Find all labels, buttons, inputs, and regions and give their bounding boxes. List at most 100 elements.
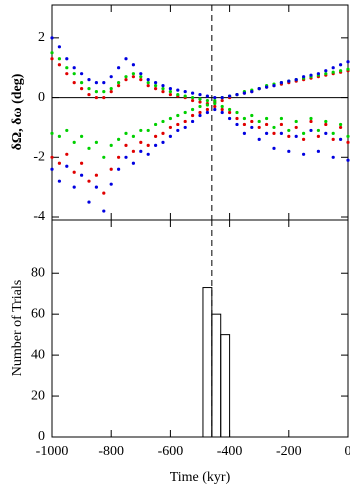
point (124, 131, 128, 136)
point (183, 89, 187, 94)
point (228, 110, 232, 115)
point (109, 182, 113, 186)
point (191, 107, 195, 112)
point (50, 36, 54, 40)
point (220, 104, 224, 109)
point (250, 125, 254, 130)
point (80, 173, 84, 177)
y-axis-title: δΩ, δω (deg) (10, 73, 25, 150)
point (213, 101, 217, 106)
point (331, 137, 335, 141)
point (57, 161, 62, 165)
y-tick-label: -2 (33, 150, 45, 165)
point (57, 63, 62, 67)
point (117, 81, 121, 85)
point (191, 98, 195, 103)
point (279, 122, 283, 127)
point (72, 72, 76, 76)
point (131, 75, 135, 79)
point (235, 110, 239, 115)
point (154, 87, 158, 91)
point (272, 131, 276, 136)
point (94, 81, 98, 85)
point (346, 134, 350, 138)
point (168, 92, 172, 97)
point (168, 116, 172, 121)
point (257, 119, 261, 124)
point (139, 75, 143, 79)
point (309, 128, 313, 133)
point (294, 119, 298, 124)
point (302, 137, 306, 141)
point (94, 95, 98, 100)
point (139, 72, 143, 76)
point (176, 88, 180, 92)
point (287, 79, 291, 83)
histogram-bar (202, 287, 213, 438)
point (272, 146, 276, 150)
point (161, 84, 165, 88)
point (72, 170, 76, 174)
point (331, 155, 335, 159)
point (124, 155, 128, 159)
point (146, 78, 150, 82)
point (87, 146, 91, 150)
point (198, 110, 202, 115)
point (183, 119, 187, 124)
x-tick-label: -200 (276, 444, 302, 459)
point (161, 87, 165, 91)
y-tick-label: 80 (31, 265, 45, 280)
point (139, 128, 143, 133)
point (250, 113, 254, 118)
point (287, 128, 291, 133)
point (213, 95, 217, 100)
point (272, 125, 276, 130)
point (235, 122, 239, 127)
point (154, 81, 158, 85)
point (161, 89, 165, 94)
x-tick-label: -800 (98, 444, 124, 459)
point (339, 125, 343, 130)
point (242, 116, 246, 121)
point (124, 78, 128, 82)
point (65, 72, 69, 76)
point (176, 113, 180, 118)
point (117, 167, 121, 171)
point (228, 94, 232, 98)
point (117, 155, 121, 159)
y-tick-label: 40 (31, 347, 45, 362)
point (316, 72, 320, 76)
point (154, 84, 158, 88)
point (102, 191, 106, 195)
point (250, 119, 254, 124)
x-tick-label: -1000 (36, 444, 69, 459)
point (109, 87, 113, 91)
point (191, 119, 195, 124)
point (87, 92, 91, 97)
point (183, 94, 187, 98)
point (265, 116, 269, 121)
point (80, 134, 84, 138)
point (131, 134, 135, 138)
x-axis-title: Time (kyr) (170, 470, 231, 485)
point (65, 164, 69, 168)
y-axis-title: Number of Trials (10, 280, 25, 376)
point (146, 152, 150, 156)
point (154, 143, 158, 147)
point (339, 63, 343, 67)
point (146, 128, 150, 133)
point (50, 51, 54, 55)
point (124, 57, 128, 61)
point (339, 137, 343, 141)
point (146, 84, 150, 88)
point (94, 89, 98, 94)
point (161, 119, 165, 124)
point (198, 100, 202, 104)
point (183, 125, 187, 130)
x-tick-label: 0 (345, 444, 350, 459)
point (346, 67, 350, 71)
point (168, 125, 172, 130)
point (176, 122, 180, 127)
point (316, 128, 320, 133)
